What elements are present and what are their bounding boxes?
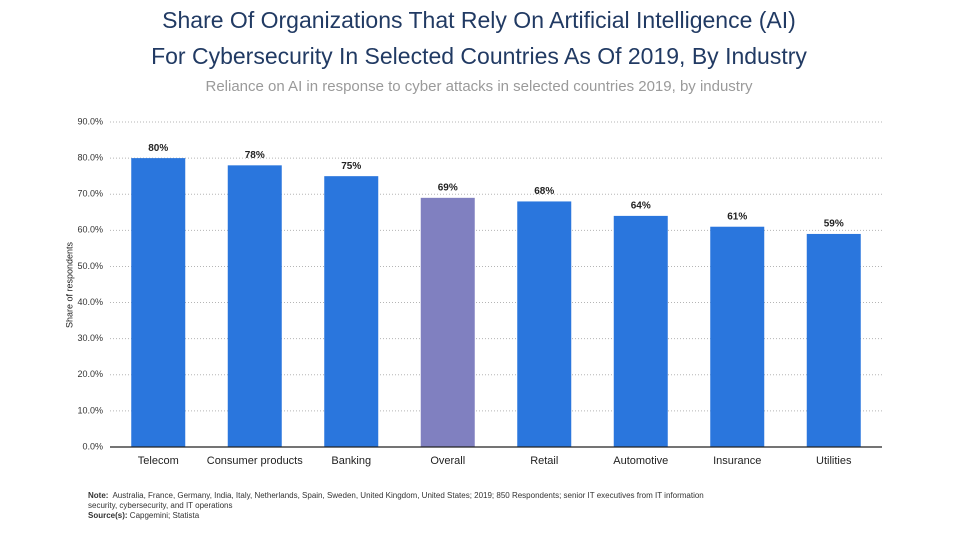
bar — [131, 158, 186, 447]
value-label: 75% — [341, 161, 361, 172]
bar — [806, 233, 861, 447]
y-tick-label: 50.0% — [77, 261, 103, 271]
value-label: 78% — [245, 150, 265, 161]
y-tick-label: 70.0% — [77, 189, 103, 199]
y-tick-label: 90.0% — [77, 116, 103, 126]
value-label: 68% — [534, 186, 554, 197]
value-label: 80% — [148, 143, 168, 154]
y-axis-label: Share of respondents — [64, 241, 74, 328]
x-tick-label: Utilities — [816, 455, 852, 467]
x-tick-label: Retail — [530, 455, 558, 467]
bar — [710, 226, 765, 447]
note-label: Note: — [88, 491, 109, 500]
y-tick-label: 40.0% — [77, 297, 103, 307]
x-tick-label: Automotive — [613, 455, 668, 467]
chart-title: For Cybersecurity In Selected Countries … — [151, 43, 807, 69]
chart-subtitle: Reliance on AI in response to cyber atta… — [206, 78, 753, 95]
x-tick-label: Banking — [331, 455, 371, 467]
note: Note: Australia, France, Germany, India,… — [88, 491, 728, 511]
chart-title: Share Of Organizations That Rely On Arti… — [162, 7, 796, 33]
value-label: 69% — [438, 182, 458, 193]
bar — [517, 201, 572, 447]
value-label: 64% — [631, 201, 651, 212]
y-tick-label: 30.0% — [77, 333, 103, 343]
notes: Note: Australia, France, Germany, India,… — [88, 491, 728, 521]
bar — [324, 176, 379, 447]
y-tick-label: 0.0% — [82, 441, 103, 451]
y-tick-label: 20.0% — [77, 369, 103, 379]
source: Source(s): Capgemini; Statista — [88, 511, 728, 521]
chart: Share Of Organizations That Rely On Arti… — [64, 7, 882, 467]
x-tick-label: Telecom — [138, 455, 179, 467]
bar — [613, 215, 668, 447]
x-tick-label: Overall — [430, 455, 465, 467]
note-text: Australia, France, Germany, India, Italy… — [88, 491, 704, 510]
source-label: Source(s): — [88, 511, 128, 520]
bar — [420, 197, 475, 447]
value-label: 61% — [727, 211, 747, 222]
y-tick-label: 10.0% — [77, 405, 103, 415]
x-tick-label: Insurance — [713, 455, 761, 467]
x-tick-label: Consumer products — [207, 455, 303, 467]
bar — [227, 165, 282, 448]
y-tick-label: 60.0% — [77, 225, 103, 235]
y-tick-label: 80.0% — [77, 152, 103, 162]
value-label: 59% — [824, 219, 844, 230]
source-text: Capgemini; Statista — [129, 511, 200, 520]
